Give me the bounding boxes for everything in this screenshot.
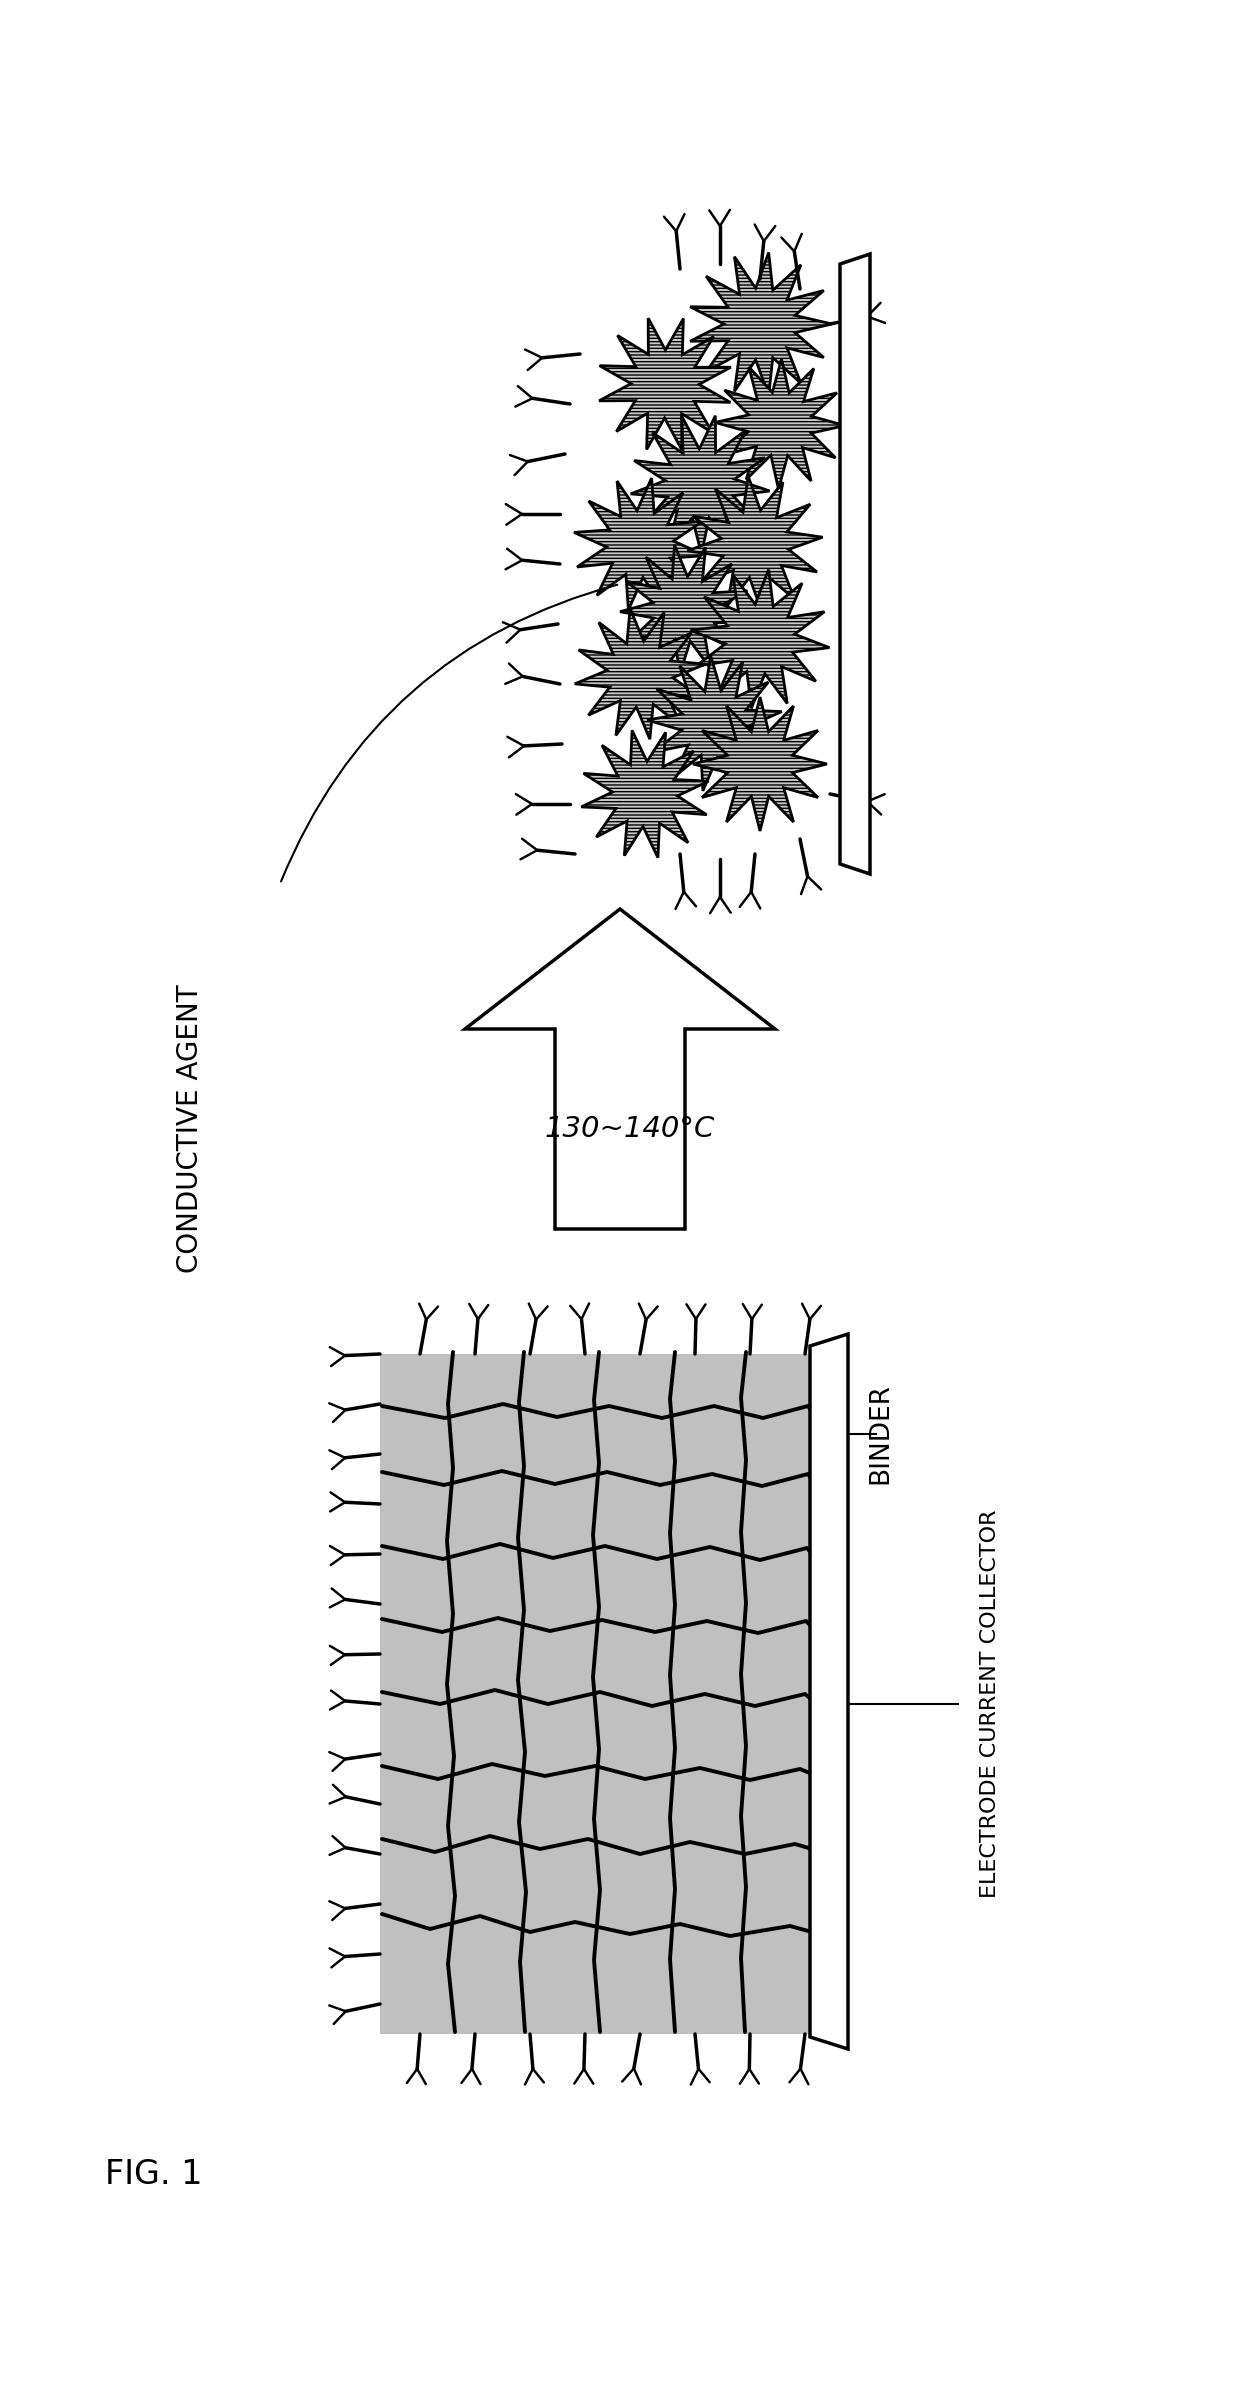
Polygon shape <box>582 730 709 858</box>
Polygon shape <box>687 477 822 613</box>
Text: 130~140°C: 130~140°C <box>544 1116 715 1142</box>
Text: CONDUCTIVE AGENT: CONDUCTIVE AGENT <box>176 985 205 1273</box>
Polygon shape <box>574 479 706 610</box>
Polygon shape <box>575 608 706 739</box>
Polygon shape <box>620 546 749 675</box>
Polygon shape <box>631 415 770 553</box>
Polygon shape <box>715 360 844 489</box>
Text: ELECTRODE CURRENT COLLECTOR: ELECTRODE CURRENT COLLECTOR <box>980 1509 999 1898</box>
Polygon shape <box>691 570 830 708</box>
Polygon shape <box>839 255 870 875</box>
Bar <box>379 1354 810 2034</box>
Polygon shape <box>693 696 827 832</box>
Polygon shape <box>465 908 775 1230</box>
Polygon shape <box>810 1335 848 2048</box>
Polygon shape <box>691 253 832 396</box>
Text: BINDER: BINDER <box>867 1383 893 1485</box>
Text: FIG. 1: FIG. 1 <box>105 2158 202 2191</box>
Polygon shape <box>647 656 782 791</box>
Polygon shape <box>599 317 730 451</box>
